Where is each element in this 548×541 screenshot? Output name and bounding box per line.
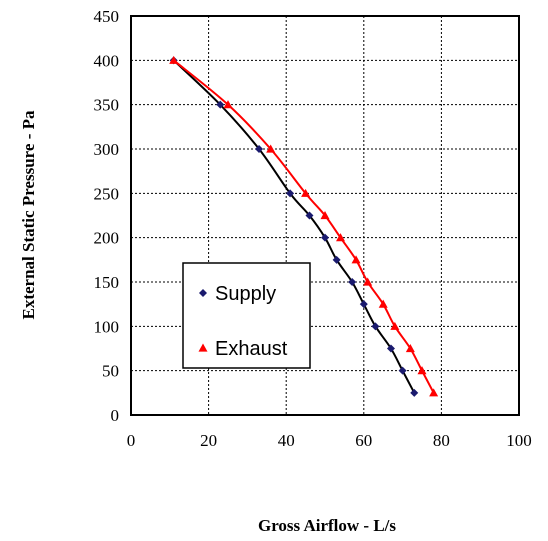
- exhaust-point: [266, 144, 276, 153]
- x-tick-label: 80: [433, 431, 450, 450]
- exhaust-point: [417, 366, 427, 375]
- exhaust-point: [351, 255, 361, 264]
- exhaust-point: [390, 321, 400, 330]
- exhaust-point: [169, 55, 179, 64]
- y-axis-title: External Static Pressure - Pa: [19, 110, 38, 319]
- supply-point: [410, 388, 419, 397]
- y-tick-label: 0: [111, 406, 120, 425]
- legend-label-supply: Supply: [215, 283, 276, 305]
- legend-label-exhaust: Exhaust: [215, 338, 288, 360]
- supply-point: [398, 366, 407, 375]
- x-tick-label: 0: [127, 431, 136, 450]
- supply-point: [348, 278, 357, 286]
- y-tick-label: 150: [94, 273, 120, 292]
- y-tick-label: 50: [102, 362, 119, 381]
- x-tick-label: 100: [506, 431, 532, 450]
- exhaust-point: [429, 388, 439, 397]
- exhaust-point: [223, 100, 233, 109]
- supply-point: [216, 100, 225, 109]
- exhaust-point: [301, 188, 311, 197]
- supply-point: [386, 344, 395, 353]
- y-tick-label: 450: [94, 7, 120, 26]
- supply-point: [359, 300, 368, 309]
- exhaust-point: [336, 233, 346, 242]
- y-tick-label: 100: [94, 317, 120, 336]
- supply-point: [332, 255, 341, 264]
- plot-frame: [130, 15, 520, 416]
- supply-point: [321, 233, 329, 242]
- supply-point: [305, 211, 314, 220]
- exhaust-point: [320, 211, 330, 220]
- y-tick-label: 400: [94, 51, 120, 70]
- series-markers: [169, 55, 439, 397]
- supply-point: [255, 145, 264, 153]
- y-tick-label: 350: [94, 96, 120, 115]
- legend-marker-exhaust: [198, 343, 208, 352]
- x-tick-label: 20: [200, 431, 217, 450]
- exhaust-point: [378, 299, 388, 308]
- supply-point: [371, 322, 380, 331]
- legend-marker-supply: [199, 289, 207, 297]
- exhaust-point: [405, 344, 415, 353]
- x-tick-label: 60: [355, 431, 372, 450]
- x-axis-title: Gross Airflow - L/s: [258, 516, 396, 535]
- exhaust-point: [363, 277, 373, 286]
- x-tick-labels: 0 20 40 60 80 100: [127, 431, 532, 450]
- y-tick-labels: 0 50 100 150 200 250 300 350 400 450: [94, 7, 120, 425]
- y-tick-label: 200: [94, 229, 120, 248]
- y-tick-label: 300: [94, 140, 120, 159]
- legend: Supply Exhaust: [182, 262, 311, 369]
- supply-point: [286, 189, 295, 198]
- y-tick-label: 250: [94, 184, 120, 203]
- x-tick-label: 40: [278, 431, 295, 450]
